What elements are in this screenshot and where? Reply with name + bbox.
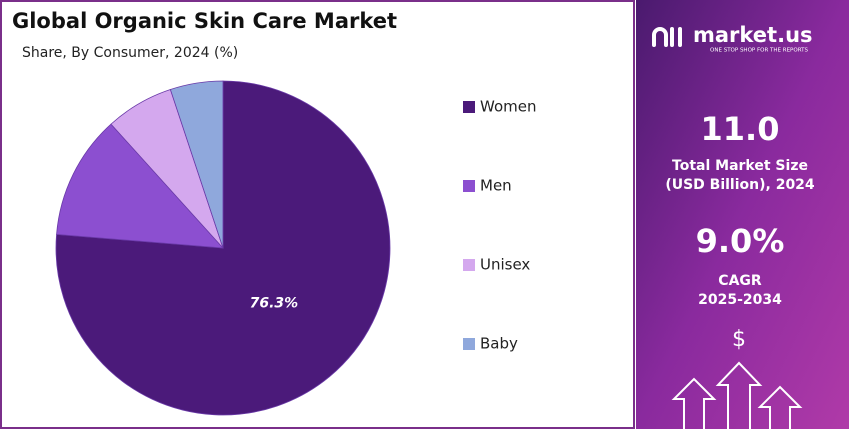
pie-slice: [169, 80, 224, 249]
legend-swatch: [463, 101, 475, 113]
legend-label: Baby: [480, 335, 518, 353]
legend-swatch: [463, 259, 475, 271]
pie: 76.3%: [55, 80, 391, 416]
stat-label: CAGR: [718, 273, 762, 289]
svg-text:$: $: [732, 327, 746, 352]
sidebar-bg: [636, 0, 849, 429]
legend-label: Men: [480, 177, 512, 195]
pie-slice: [55, 80, 391, 416]
stat-value: 11.0: [701, 110, 780, 148]
stat-value: 9.0%: [696, 222, 785, 260]
legend-label: Unisex: [480, 256, 530, 274]
legend-swatch: [463, 338, 475, 350]
legend: Women Men Unisex Baby: [463, 98, 536, 353]
stat-label: 2025-2034: [698, 292, 782, 308]
brand: market.us: [693, 23, 813, 47]
data-label: 76.3%: [250, 295, 299, 311]
stat-label: Total Market Size: [672, 158, 808, 174]
legend-swatch: [463, 180, 475, 192]
tagline: ONE STOP SHOP FOR THE REPORTS: [710, 48, 808, 54]
pie-slice: [56, 123, 224, 249]
arrows-icon: $: [671, 327, 803, 429]
chart-title: Global Organic Skin Care Market: [12, 9, 397, 33]
stat-label: (USD Billion), 2024: [665, 177, 815, 193]
logo-icon: [652, 27, 682, 47]
legend-label: Women: [480, 98, 536, 116]
chart-subtitle: Share, By Consumer, 2024 (%): [22, 45, 238, 61]
